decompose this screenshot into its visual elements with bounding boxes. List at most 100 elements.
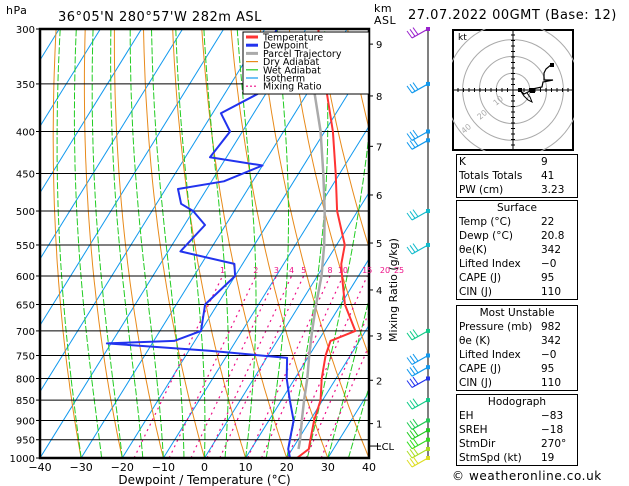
mixing-ratio-label: 5: [301, 266, 306, 275]
y-tick-label: 750: [16, 351, 35, 362]
most-unstable-label: CAPE (J): [459, 363, 502, 375]
wind-barb: [406, 353, 430, 366]
legend-entry: Dewpoint: [263, 41, 308, 52]
wind-barb: [406, 209, 430, 221]
isotherm-line: [40, 29, 266, 393]
y-tick-label: 550: [16, 241, 35, 252]
hodograph-stat-value: −83: [541, 410, 564, 422]
dry-adiabat-line: [143, 29, 205, 458]
dry-adiabat-line: [113, 29, 164, 458]
y-tick-label: 1000: [10, 454, 35, 465]
surface-value: 342: [541, 244, 562, 256]
surface-row: θe(K) 342: [457, 243, 577, 257]
index-row: PW (cm) 3.23: [457, 183, 577, 197]
most-unstable-value: 342: [541, 335, 562, 347]
hodograph-stat-row: EH −83: [457, 409, 577, 423]
asl-label: ASL: [374, 14, 397, 27]
km-tick-label: 7: [376, 142, 382, 153]
wind-barb: [406, 242, 430, 255]
wet-adiabat-line: [347, 385, 369, 458]
dry-adiabat-line: [83, 29, 123, 458]
hodograph-stat-row: StmDir 270°: [457, 437, 577, 451]
legend-entry: Isotherm: [263, 74, 305, 85]
legend-entry: Mixing Ratio: [263, 82, 322, 93]
y-tick-label: 900: [16, 416, 35, 427]
mixing-ratio-label: 3: [274, 266, 279, 275]
wet-adiabat-line: [175, 29, 206, 458]
surface-title: Surface: [496, 202, 537, 214]
hodograph-storm-vector: [519, 89, 533, 104]
index-value: 3.23: [541, 184, 565, 196]
index-row: Totals Totals 41: [457, 169, 577, 183]
surface-row: CIN (J) 110: [457, 285, 577, 299]
index-label: PW (cm): [459, 184, 504, 196]
dry-adiabat-line: [318, 29, 369, 250]
y-tick-label: 850: [16, 396, 35, 407]
x-tick-label: −10: [152, 461, 175, 474]
wind-barb: [406, 398, 430, 410]
mixing-ratio-line: [286, 275, 368, 458]
surface-value: 22: [541, 216, 555, 228]
y-tick-label: 500: [16, 207, 35, 218]
location-title: 36°05'N 280°57'W 282m ASL: [58, 10, 262, 25]
hodograph-stat-value: 19: [541, 452, 555, 464]
mixing-ratio-label: 15: [362, 266, 372, 275]
dewpoint-line: [105, 29, 295, 458]
wet-adiabat-line: [91, 29, 123, 458]
y-tick-label: 600: [16, 272, 35, 283]
km-tick-label: 8: [376, 92, 382, 103]
mixing-ratio-label: 25: [394, 266, 404, 275]
wet-adiabat-line: [129, 29, 164, 458]
hpa-label: hPa: [6, 4, 28, 17]
x-tick-label: −40: [28, 461, 51, 474]
hodograph-stat-label: StmDir: [459, 438, 496, 450]
datetime-title: 27.07.2022 00GMT (Base: 12): [408, 8, 617, 23]
credit-text[interactable]: © weatheronline.co.uk: [452, 469, 602, 483]
most-unstable-panel: Most Unstable Pressure (mb) 982 θe (K) 342 L…: [456, 305, 578, 391]
y-tick-label: 800: [16, 374, 35, 385]
most-unstable-label: Lifted Index: [459, 349, 521, 361]
surface-value: 20.8: [541, 230, 565, 242]
indices-panel: K 9 Totals Totals 41 PW (cm) 3.23: [456, 154, 578, 198]
hodograph-stat-row: StmSpd (kt) 19: [457, 451, 577, 465]
wind-barb: [406, 437, 430, 450]
most-unstable-value: 982: [541, 321, 562, 333]
x-tick-label: −20: [111, 461, 134, 474]
most-unstable-label: Pressure (mb): [459, 321, 533, 333]
legend-entry: Wet Adiabat: [263, 65, 321, 76]
y-tick-label: 650: [16, 301, 35, 312]
isotherm-line: [40, 29, 184, 260]
most-unstable-row: CIN (J) 110: [457, 376, 577, 390]
mixing-ratio-label: 20: [380, 266, 390, 275]
surface-row: Dewp (°C) 20.8: [457, 229, 577, 243]
y-tick-label: 700: [16, 327, 35, 338]
index-label: K: [459, 156, 466, 168]
surface-panel: Surface Temp (°C) 22 Dewp (°C) 20.8 θe(K) 342…: [456, 200, 578, 300]
surface-value: 110: [541, 286, 562, 298]
wind-barb: [406, 376, 430, 389]
x-tick-label: −30: [70, 461, 93, 474]
wind-barb: [406, 365, 430, 377]
surface-label: CAPE (J): [459, 272, 502, 284]
wet-adiabat-line: [73, 29, 103, 458]
hodograph-point: [518, 88, 522, 92]
wind-barb: [406, 81, 430, 94]
hodograph-point: [550, 63, 554, 67]
wind-barb: [406, 129, 430, 142]
x-tick-label: 40: [362, 461, 376, 474]
isotherm-line: [245, 258, 369, 458]
wind-barb: [406, 328, 430, 341]
isotherm-line: [40, 29, 101, 128]
index-label: Totals Totals: [459, 170, 523, 182]
dry-adiabat-line: [610, 29, 629, 458]
surface-label: Dewp (°C): [459, 230, 513, 242]
legend-entry: Temperature: [262, 33, 323, 44]
km-tick-label: 6: [376, 191, 382, 202]
index-value: 9: [541, 156, 548, 168]
mixing-ratio-label: 2: [253, 266, 258, 275]
hodograph-trace: [519, 62, 554, 95]
index-value: 41: [541, 170, 555, 182]
wind-barb: [406, 428, 430, 440]
surface-row: Lifted Index −0: [457, 257, 577, 271]
